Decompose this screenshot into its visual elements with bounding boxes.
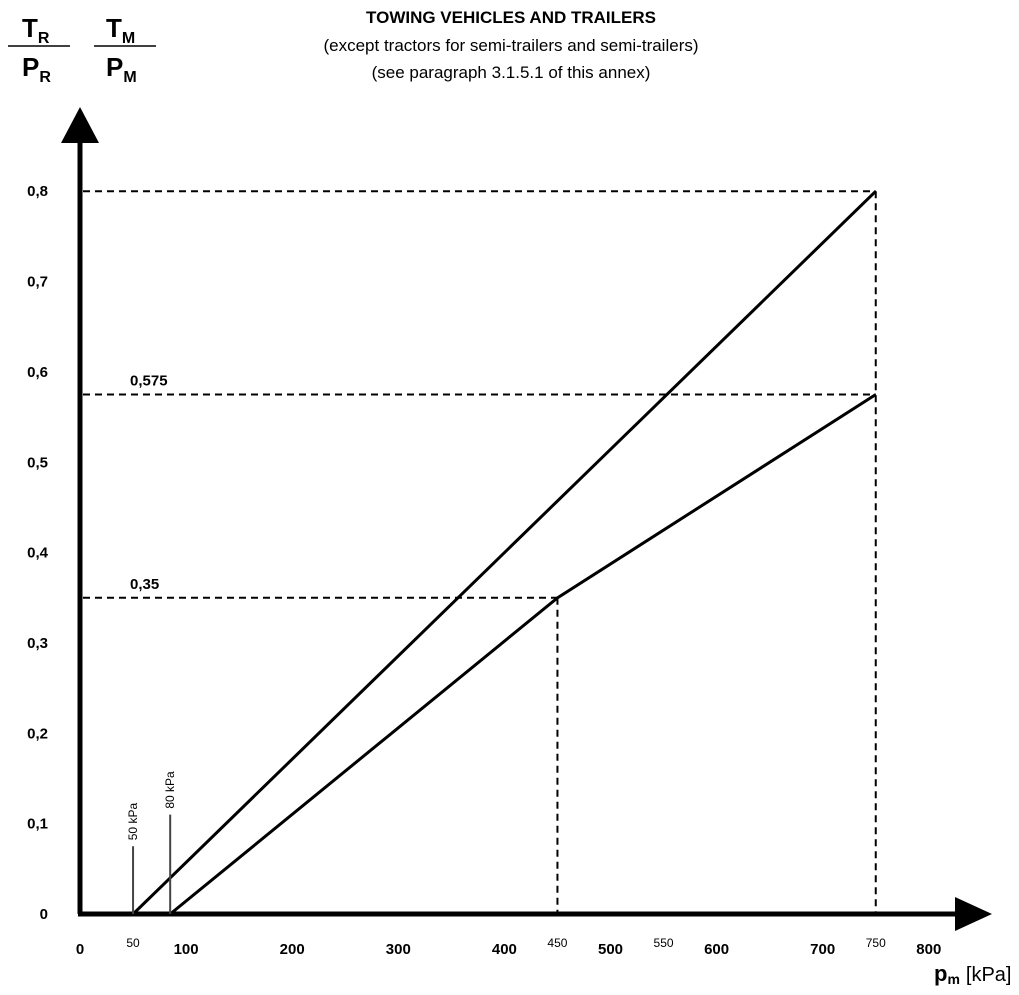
series-line-2 — [169, 393, 877, 916]
marker-label-1: 50 kPa — [126, 803, 140, 841]
y-tick-label: 0,6 — [27, 364, 48, 381]
svg-text:PM: PM — [106, 52, 137, 86]
x-axis-label-sub: m — [947, 971, 959, 987]
x-tick-label: 800 — [916, 941, 941, 958]
pressure-markers: 50 kPa 80 kPa — [126, 771, 177, 914]
y-axis-ratio-2: TM PM — [94, 13, 156, 86]
svg-text:TM: TM — [106, 13, 135, 47]
ratio1-numerator-main: T — [22, 13, 38, 43]
x-axis-label: pm [kPa] — [934, 961, 1011, 987]
y-tick-label: 0,5 — [27, 454, 48, 471]
ratio1-denominator-sub: R — [39, 69, 51, 86]
ratio2-numerator-sub: M — [122, 30, 135, 47]
y-tick-labels: 0 0,1 0,2 0,3 0,4 0,5 0,6 0,7 0,8 — [27, 183, 49, 923]
series-lines — [132, 190, 877, 916]
y-tick-label: 0,8 — [27, 183, 48, 200]
chart-subtitle-line1: (except tractors for semi-trailers and s… — [323, 36, 698, 55]
y-tick-label: 0,4 — [27, 545, 49, 562]
x-tick-label: 500 — [598, 941, 623, 958]
svg-text:TR: TR — [22, 13, 50, 47]
y-axis-ratio-1: TR PR — [8, 13, 70, 86]
marker-label-2: 80 kPa — [163, 771, 177, 809]
x-tick-label: 200 — [280, 941, 305, 958]
x-axis-arrow — [955, 897, 992, 931]
chart-subtitle-line2: (see paragraph 3.1.5.1 of this annex) — [372, 63, 651, 82]
reference-lines — [83, 190, 877, 914]
annotation-label-1: 0,575 — [130, 372, 168, 389]
chart-title: TOWING VEHICLES AND TRAILERS — [366, 8, 656, 27]
ratio2-denominator-main: P — [106, 52, 123, 82]
x-axis-label-main: p — [934, 961, 947, 986]
ratio1-numerator-sub: R — [38, 30, 50, 47]
ratio2-numerator-main: T — [106, 13, 122, 43]
annotations: 0,575 0,35 — [130, 372, 168, 592]
x-tick-label: 600 — [704, 941, 729, 958]
y-axis-arrow — [61, 107, 99, 143]
x-tick-label: 100 — [174, 941, 199, 958]
y-tick-label: 0,7 — [27, 274, 48, 291]
y-tick-label: 0,2 — [27, 725, 48, 742]
x-tick-label-minor: 50 — [126, 936, 140, 950]
x-tick-label: 300 — [386, 941, 411, 958]
x-tick-label-minor: 550 — [654, 936, 674, 950]
x-tick-labels: 0 100 200 300 400 500 600 700 800 50 450 550 750 — [76, 936, 941, 958]
y-tick-label: 0 — [40, 906, 48, 923]
series-line-1 — [132, 190, 877, 916]
ratio1-denominator-main: P — [22, 52, 39, 82]
x-tick-label: 700 — [810, 941, 835, 958]
annotation-label-2: 0,35 — [130, 576, 159, 593]
y-tick-label: 0,1 — [27, 816, 48, 833]
x-tick-label-minor: 750 — [866, 936, 886, 950]
svg-text:PR: PR — [22, 52, 51, 86]
x-tick-label: 0 — [76, 941, 84, 958]
ratio2-denominator-sub: M — [123, 69, 136, 86]
x-tick-label-minor: 450 — [547, 936, 567, 950]
x-axis-label-unit: [kPa] — [966, 964, 1012, 986]
x-tick-label: 400 — [492, 941, 517, 958]
y-tick-label: 0,3 — [27, 635, 48, 652]
